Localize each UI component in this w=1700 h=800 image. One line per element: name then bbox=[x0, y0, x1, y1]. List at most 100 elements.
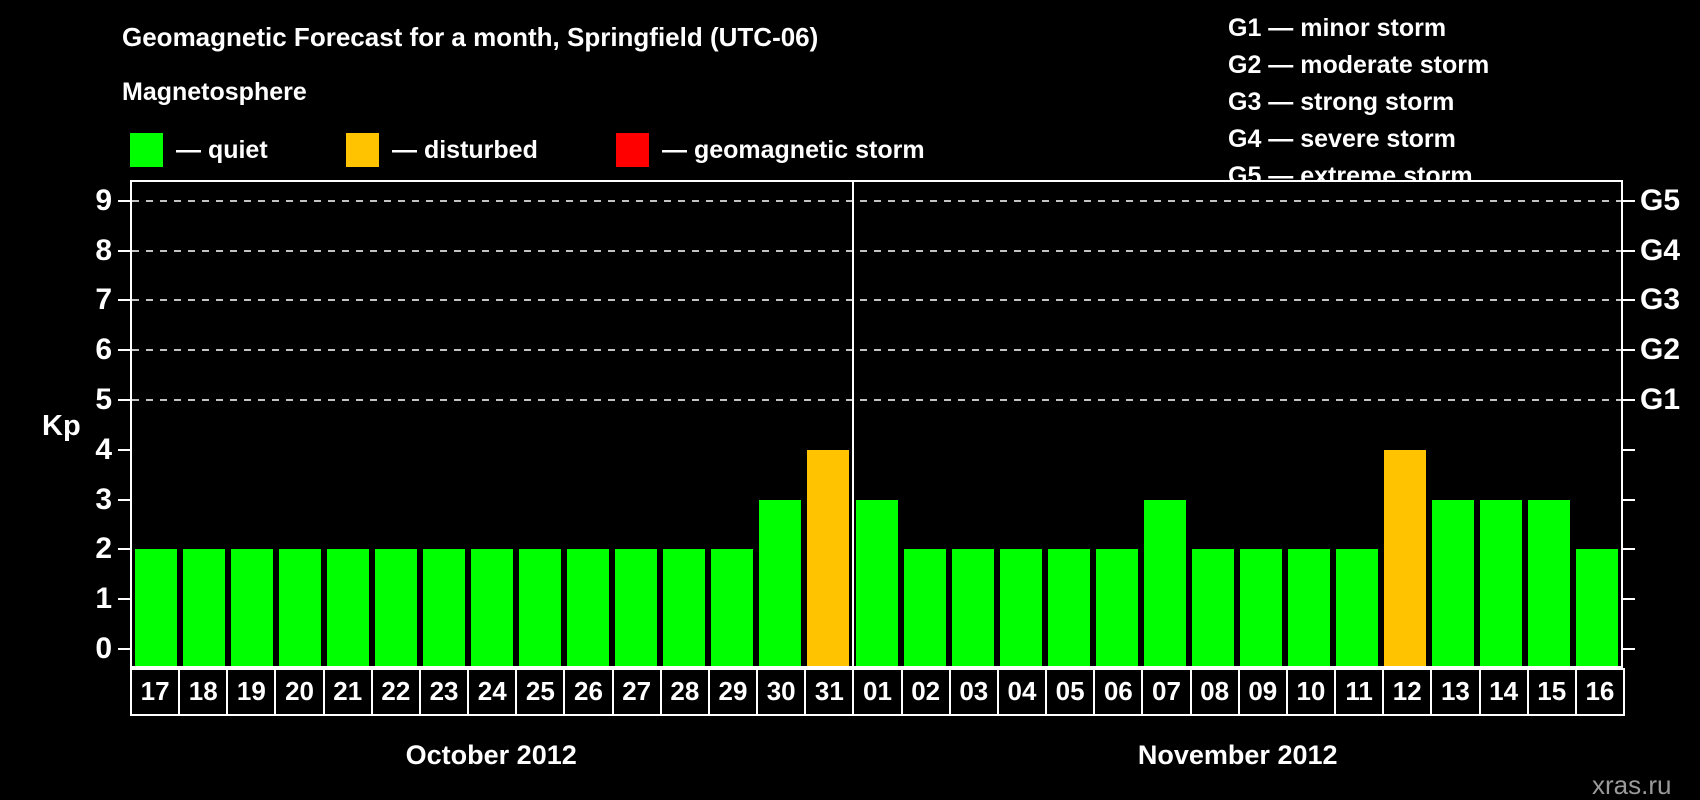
y-tick-label: 8 bbox=[95, 233, 112, 267]
y-tick-right bbox=[1623, 648, 1635, 650]
y-tick-left bbox=[118, 299, 130, 302]
date-cell: 28 bbox=[659, 668, 710, 716]
y-tick-left bbox=[118, 448, 130, 451]
y-tick-right bbox=[1623, 249, 1635, 252]
y-tick-left bbox=[118, 648, 130, 650]
month-label: October 2012 bbox=[405, 740, 577, 770]
gridline-kp6 bbox=[132, 349, 1621, 352]
kp-bar-day-21 bbox=[327, 549, 370, 666]
date-cell: 08 bbox=[1189, 668, 1240, 716]
y-tick-right bbox=[1623, 399, 1635, 401]
kp-bar-day-27 bbox=[615, 549, 658, 666]
y-tick-right bbox=[1623, 349, 1635, 352]
chart-title: Geomagnetic Forecast for a month, Spring… bbox=[122, 22, 819, 52]
y-tick-label: 2 bbox=[95, 532, 112, 566]
storm-scale-legend-item: G2 — moderate storm bbox=[1228, 51, 1490, 79]
date-cell: 20 bbox=[274, 668, 325, 716]
date-cell: 16 bbox=[1574, 668, 1625, 716]
storm-scale-legend-item: G4 — severe storm bbox=[1228, 125, 1456, 153]
kp-bar-day-15 bbox=[1527, 499, 1570, 666]
date-cell: 31 bbox=[804, 668, 855, 716]
gridline-kp9 bbox=[132, 199, 1621, 202]
kp-bar-day-02 bbox=[903, 549, 946, 666]
y-tick-label: 1 bbox=[95, 582, 112, 616]
kp-bar-day-23 bbox=[423, 549, 466, 666]
y-tick-right bbox=[1623, 299, 1635, 302]
g-level-label-g4: G4 bbox=[1640, 233, 1681, 267]
kp-bar-day-30 bbox=[759, 499, 802, 666]
kp-bar-day-08 bbox=[1191, 549, 1234, 666]
gridline-kp5 bbox=[132, 399, 1621, 401]
watermark: xras.ru bbox=[1592, 770, 1672, 800]
kp-bar-day-31 bbox=[807, 449, 850, 666]
kp-bar-day-03 bbox=[951, 549, 994, 666]
kp-bar-day-16 bbox=[1575, 549, 1618, 666]
date-cell: 25 bbox=[515, 668, 566, 716]
date-cell: 23 bbox=[418, 668, 470, 716]
g-level-label-g3: G3 bbox=[1640, 283, 1681, 317]
date-cell: 09 bbox=[1237, 668, 1288, 716]
disturbed-label: — disturbed bbox=[392, 136, 538, 164]
kp-bar-day-12 bbox=[1383, 449, 1426, 666]
date-cell: 14 bbox=[1478, 668, 1529, 716]
g-level-label-g2: G2 bbox=[1640, 333, 1681, 367]
date-cell: 22 bbox=[370, 668, 421, 716]
quiet-label: — quiet bbox=[176, 136, 268, 164]
kp-bar-day-29 bbox=[711, 549, 754, 666]
date-cell: 03 bbox=[948, 668, 999, 716]
kp-bar-day-01 bbox=[855, 499, 898, 666]
g-level-label-g5: G5 bbox=[1640, 183, 1681, 217]
y-tick-label: 5 bbox=[95, 383, 112, 416]
date-cell: 21 bbox=[322, 668, 373, 716]
date-cell: 13 bbox=[1430, 668, 1481, 716]
kp-bar-day-17 bbox=[135, 549, 178, 666]
date-cell: 30 bbox=[756, 668, 807, 716]
kp-bar-day-04 bbox=[999, 549, 1042, 666]
y-tick-label: 9 bbox=[95, 183, 112, 217]
date-cell: 18 bbox=[178, 668, 229, 716]
gridline-kp7 bbox=[132, 299, 1621, 302]
storm-scale-legend: G1 — minor storm G2 — moderate storm G3 — … bbox=[1228, 10, 1489, 195]
y-tick-left bbox=[118, 598, 130, 601]
gridline-kp8 bbox=[132, 249, 1621, 252]
date-cell: 07 bbox=[1141, 668, 1192, 716]
magnetosphere-legend-heading: Magnetosphere bbox=[122, 78, 307, 106]
kp-bar-day-13 bbox=[1431, 499, 1474, 666]
y-tick-label: 3 bbox=[95, 482, 112, 516]
y-tick-right bbox=[1623, 548, 1635, 551]
kp-bar-day-14 bbox=[1479, 499, 1522, 666]
date-cell: 10 bbox=[1285, 668, 1337, 716]
date-cell: 29 bbox=[707, 668, 759, 716]
date-cell: 02 bbox=[900, 668, 951, 716]
y-tick-left bbox=[118, 548, 130, 551]
kp-bar-day-24 bbox=[471, 549, 514, 666]
storm-scale-legend-item: G1 — minor storm bbox=[1228, 14, 1447, 42]
y-tick-right bbox=[1623, 498, 1635, 501]
storm-label: — geomagnetic storm bbox=[662, 136, 925, 164]
kp-bar-day-22 bbox=[375, 549, 418, 666]
y-tick-left bbox=[118, 249, 130, 252]
y-tick-left bbox=[118, 349, 130, 352]
kp-bar-day-10 bbox=[1287, 549, 1330, 666]
y-tick-right bbox=[1623, 598, 1635, 601]
date-cell: 05 bbox=[1045, 668, 1096, 716]
month-divider bbox=[852, 182, 855, 666]
y-tick-left bbox=[118, 399, 130, 401]
date-cell: 24 bbox=[467, 668, 518, 716]
storm-swatch bbox=[616, 133, 649, 167]
disturbed-swatch bbox=[346, 133, 379, 167]
quiet-swatch bbox=[130, 133, 163, 167]
date-cell: 01 bbox=[852, 668, 903, 716]
y-tick-left bbox=[118, 498, 130, 501]
kp-bar-day-06 bbox=[1095, 549, 1138, 666]
kp-bar-day-05 bbox=[1047, 549, 1090, 666]
y-tick-label: 7 bbox=[95, 283, 112, 317]
date-cell: 06 bbox=[1093, 668, 1144, 716]
month-label: November 2012 bbox=[1137, 740, 1338, 770]
g-level-label-g1: G1 bbox=[1640, 383, 1681, 416]
kp-bar-day-09 bbox=[1239, 549, 1282, 666]
y-tick-label: 0 bbox=[95, 632, 112, 665]
kp-bar-day-18 bbox=[183, 549, 226, 666]
date-cell: 27 bbox=[611, 668, 662, 716]
